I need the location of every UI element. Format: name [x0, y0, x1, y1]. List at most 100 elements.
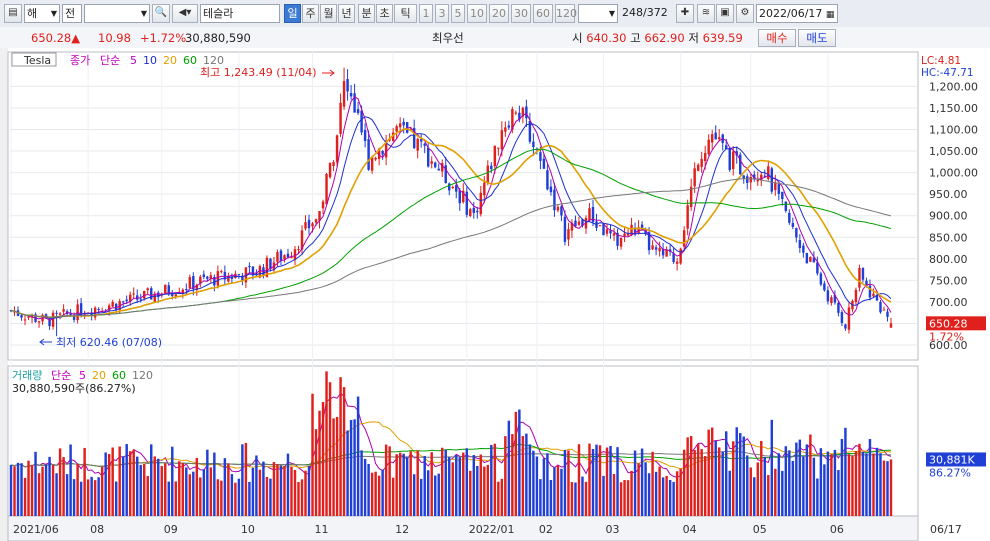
candle-body	[528, 121, 532, 142]
volume-bar	[532, 450, 535, 516]
lc-label: LC:4.81	[921, 55, 961, 67]
interval-button[interactable]: 3	[435, 4, 449, 23]
candle-body	[143, 290, 146, 299]
interval-button[interactable]: 20	[489, 4, 509, 23]
volume-bar	[844, 427, 847, 516]
candle-body	[609, 230, 612, 234]
search-icon[interactable]: 🔍	[152, 4, 170, 23]
volume-bar	[665, 475, 668, 516]
volume-bar	[307, 466, 311, 516]
candle-body	[335, 135, 339, 163]
candle-body	[679, 248, 682, 264]
candle-body	[258, 266, 262, 278]
candle-body	[402, 121, 405, 126]
volume-bar	[612, 473, 616, 516]
candle-body	[672, 253, 675, 263]
interval-label: 60	[536, 7, 550, 20]
volume-bar	[658, 466, 661, 516]
volume-bar	[412, 474, 416, 516]
save-icon[interactable]: ▣	[716, 4, 734, 23]
type-select[interactable]: 전	[62, 4, 82, 23]
interval-button[interactable]: 1	[419, 4, 433, 23]
tab-week[interactable]: 주	[302, 4, 319, 23]
volume-bar	[185, 467, 188, 516]
volume-bar	[476, 465, 479, 516]
candle-body	[847, 307, 851, 330]
price-tick-label: 1,150.00	[929, 102, 978, 115]
candle-body	[826, 290, 830, 302]
speaker-icon[interactable]: ◀▾	[172, 4, 198, 23]
candle-body	[55, 312, 58, 314]
chart-menu-icon[interactable]: ▤	[4, 4, 22, 23]
tab-month[interactable]: 월	[320, 4, 337, 23]
tab-second[interactable]: 초	[376, 4, 393, 23]
volume-bar	[93, 480, 97, 516]
interval-input[interactable]: ▼	[578, 4, 618, 23]
volume-bar	[311, 393, 314, 516]
interval-button[interactable]: 120	[555, 4, 577, 23]
time-tick-label: 05	[753, 523, 767, 536]
volume-bar	[128, 451, 132, 516]
chart-area[interactable]: 1,200.00 1,150.00 1,100.00 1,050.00 1,000.00…	[0, 48, 990, 541]
tab-tick[interactable]: 틱	[394, 4, 417, 23]
calendar-icon[interactable]: ▦	[825, 10, 835, 20]
volume-legend-item: 단순	[51, 369, 71, 382]
candle-body	[20, 315, 23, 318]
candle-body	[377, 148, 381, 160]
tab-minute[interactable]: 분	[358, 4, 375, 23]
candle-body	[742, 175, 745, 179]
interval-button[interactable]: 30	[511, 4, 531, 23]
tab-year[interactable]: 년	[338, 4, 355, 23]
candle-body	[353, 93, 356, 113]
candle-body	[654, 247, 658, 250]
volume-bar	[879, 453, 882, 516]
candle-body	[770, 168, 774, 192]
volume-bar	[528, 444, 532, 516]
interval-button[interactable]: 5	[451, 4, 465, 23]
ma-line-10	[10, 116, 892, 320]
buy-button[interactable]: 매수	[758, 29, 796, 47]
volume-bar	[223, 458, 227, 516]
candle-body	[395, 126, 398, 132]
interval-button[interactable]: 60	[533, 4, 553, 23]
volume-bar	[535, 456, 539, 516]
volume-bar	[567, 450, 570, 516]
volume-bar	[682, 449, 686, 516]
pattern-icon[interactable]: ≋	[697, 4, 715, 23]
sell-button[interactable]: 매도	[798, 29, 836, 47]
gear-icon[interactable]: ⚙	[736, 4, 754, 23]
candle-body	[297, 249, 300, 251]
volume-bar	[448, 457, 451, 516]
interval-button[interactable]: 10	[467, 4, 487, 23]
stock-name-field[interactable]: 테슬라	[200, 4, 280, 23]
candle-body	[756, 180, 759, 182]
candle-body	[220, 271, 223, 273]
candle-body	[437, 168, 440, 171]
candle-body	[861, 268, 865, 280]
candle-body	[241, 275, 244, 281]
volume-bar	[388, 446, 391, 516]
candle-body	[146, 288, 149, 291]
volume-tag: 30,881K	[929, 453, 975, 466]
ma-line-120	[10, 178, 892, 318]
volume-bar	[395, 454, 398, 516]
crosshair-icon[interactable]: ✚	[676, 4, 694, 23]
code-input[interactable]: ▼	[84, 4, 150, 23]
candle-body	[444, 165, 447, 183]
candle-body	[339, 102, 342, 134]
volume-bar	[328, 382, 332, 516]
price-tick-label: 1,050.00	[929, 145, 978, 158]
high-annotation: 최고 1,243.49 (11/04)	[200, 66, 317, 79]
market-select[interactable]: 해 ▼	[24, 4, 60, 23]
volume-bar	[318, 410, 321, 516]
date-field[interactable]: 2022/06/17 ▦	[756, 4, 838, 23]
volume-bar	[735, 427, 738, 516]
candle-body	[307, 219, 311, 229]
volume-bar	[416, 450, 419, 516]
volume-bar	[584, 481, 588, 516]
candle-body	[462, 190, 465, 203]
tab-day[interactable]: 일	[284, 4, 301, 23]
volume-bar	[370, 472, 374, 516]
candle-body	[441, 163, 444, 172]
volume-bar	[511, 434, 514, 516]
